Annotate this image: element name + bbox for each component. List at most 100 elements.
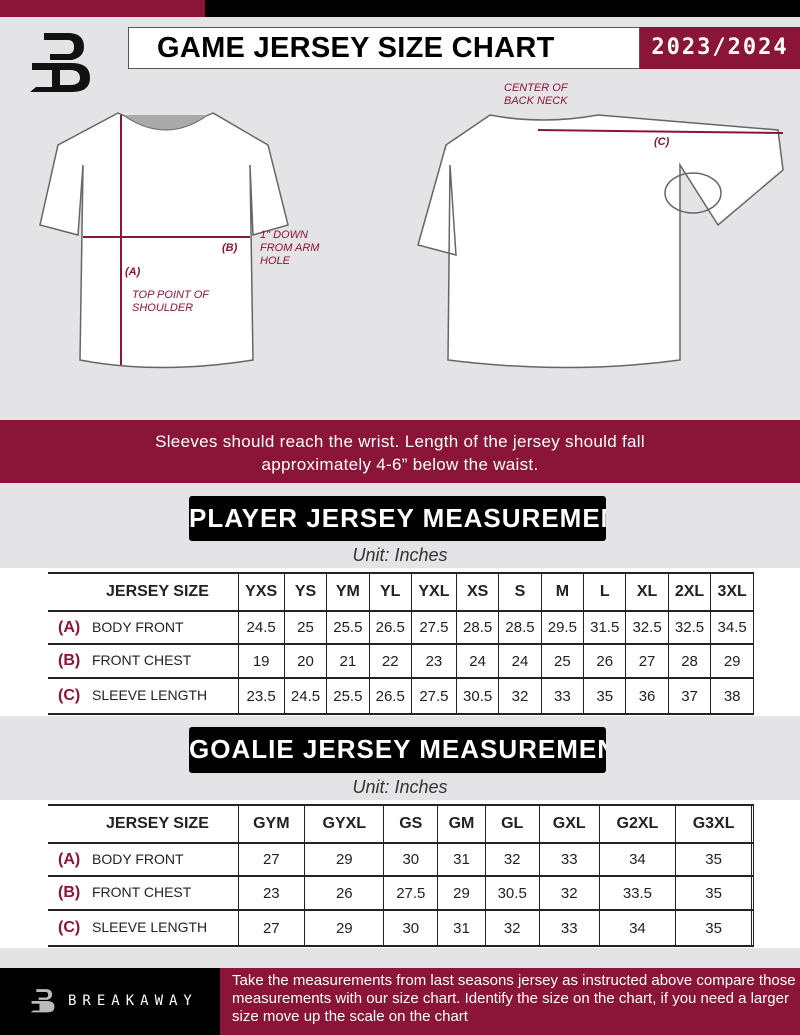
measurement-cell: 19	[237, 644, 285, 678]
table-row: (B) FRONT CHEST 23 26 27.5 29 30.5 32 33.5 35	[48, 876, 754, 910]
measurement-cell: 26	[583, 644, 627, 678]
row-code: (C)	[58, 919, 81, 936]
measurement-cell: 22	[368, 644, 412, 678]
measurement-cell: 31	[437, 843, 486, 876]
measurement-cell: 32.5	[667, 611, 712, 644]
measurement-cell	[751, 843, 754, 876]
measurement-cell: 32.5	[625, 611, 669, 644]
measurement-cell: 30	[383, 910, 439, 946]
player-section-title: PLAYER JERSEY MEASUREMENTS	[189, 496, 606, 541]
size-label: JERSEY SIZE	[48, 805, 239, 843]
goalie-table: JERSEY SIZE GYM GYXL GS GM GL GXL G2XL G3XL (A) B…	[48, 804, 754, 947]
size-header: GYXL	[304, 805, 385, 843]
measurement-cell: 31	[437, 910, 486, 946]
measurement-cell: 23.5	[237, 678, 285, 714]
measurement-cell: 20	[283, 644, 328, 678]
row-code: (A)	[58, 618, 81, 636]
measurement-cell: 24	[498, 644, 542, 678]
measurement-cell: 35	[583, 678, 627, 714]
row-code: (B)	[58, 652, 81, 669]
size-header: GYM	[237, 805, 306, 843]
row-label: (B) FRONT CHEST	[48, 644, 239, 678]
measurement-cell: 33	[538, 910, 600, 946]
breakaway-logo-small	[30, 989, 55, 1013]
footer-note: Take the measurements from last seasons …	[220, 968, 800, 1035]
jersey-diagram	[39, 112, 784, 369]
row-label: (A) BODY FRONT	[48, 843, 239, 876]
size-header: 3XL	[710, 573, 754, 611]
measurement-cell: 30	[383, 843, 439, 876]
size-header: GS	[383, 805, 439, 843]
measurement-cell: 21	[326, 644, 370, 678]
measurement-cell: 28.5	[498, 611, 542, 644]
breakaway-logo	[30, 33, 90, 92]
table-row: (A) BODY FRONT 24.5 25 25.5 26.5 27.5 28.5 28.5 2…	[48, 611, 754, 644]
size-header: GXL	[538, 805, 600, 843]
measurement-cell: 35	[675, 876, 753, 910]
footer-brand: BREAKAWAY	[0, 968, 220, 1035]
size-header: GM	[437, 805, 486, 843]
instruction-band: Sleeves should reach the wrist. Length o…	[0, 420, 800, 483]
brand-name: BREAKAWAY	[68, 993, 198, 1009]
measurement-cell: 26	[304, 876, 385, 910]
size-header: G2XL	[598, 805, 677, 843]
size-label: JERSEY SIZE	[48, 573, 239, 611]
row-name: FRONT CHEST	[92, 884, 192, 900]
measurement-cell: 30.5	[484, 876, 540, 910]
size-header: YL	[368, 573, 412, 611]
label-c: (C)	[654, 136, 670, 148]
measurement-cell: 34	[598, 843, 677, 876]
measurement-cell: 27	[237, 910, 306, 946]
measurement-cell: 31.5	[583, 611, 627, 644]
measurement-cell: 32	[538, 876, 600, 910]
measurement-cell: 26.5	[368, 611, 412, 644]
size-header: G3XL	[675, 805, 753, 843]
measurement-cell: 25.5	[326, 611, 370, 644]
player-unit: Unit: Inches	[352, 545, 448, 565]
measurement-cell: 33	[540, 678, 585, 714]
measurement-cell: 24.5	[237, 611, 285, 644]
goalie-unit: Unit: Inches	[352, 777, 448, 797]
size-header: M	[540, 573, 585, 611]
center-back-neck-label: CENTER OF BACK NECK	[504, 82, 568, 107]
arm-hole-label: 1" DOWN FROM ARM HOLE	[260, 229, 320, 267]
table-row: (C) SLEEVE LENGTH 27 29 30 31 32 33 34 35	[48, 910, 754, 946]
season-label: 2023/2024	[640, 27, 800, 69]
measurement-cell: 36	[625, 678, 669, 714]
measurement-cell: 33.5	[598, 876, 677, 910]
row-name: SLEEVE LENGTH	[92, 919, 208, 935]
measurement-cell: 32	[484, 910, 540, 946]
measurement-cell: 33	[538, 843, 600, 876]
row-code: (C)	[58, 687, 81, 704]
label-a: (A)	[125, 266, 141, 278]
size-header: YM	[326, 573, 370, 611]
measurement-cell: 35	[675, 843, 753, 876]
row-code: (A)	[58, 850, 81, 868]
size-header: YXL	[410, 573, 457, 611]
measurement-cell: 24	[455, 644, 500, 678]
label-b: (B)	[222, 242, 238, 254]
size-header: S	[498, 573, 542, 611]
measurement-cell: 38	[710, 678, 754, 714]
measurement-cell: 29	[304, 910, 385, 946]
measurement-cell: 34.5	[710, 611, 754, 644]
row-name: SLEEVE LENGTH	[92, 687, 208, 703]
row-name: BODY FRONT	[92, 618, 184, 635]
row-label: (C) SLEEVE LENGTH	[48, 678, 239, 714]
measurement-cell: 37	[667, 678, 712, 714]
player-table: JERSEY SIZE YXS YS YM YL YXL XS S M L XL 2XL 3XL (A)…	[48, 572, 754, 715]
size-header: GL	[484, 805, 540, 843]
instruction-text: Sleeves should reach the wrist. Length o…	[155, 432, 645, 474]
measurement-cell: 35	[675, 910, 753, 946]
measurement-cell: 27.5	[383, 876, 439, 910]
table-header-row: JERSEY SIZE YXS YS YM YL YXL XS S M L XL 2XL 3XL	[48, 573, 754, 611]
goalie-section-title: GOALIE JERSEY MEASUREMENTS	[189, 727, 606, 773]
measurement-cell: 28.5	[455, 611, 500, 644]
measurement-cell: 25.5	[326, 678, 370, 714]
row-label: (A) BODY FRONT	[48, 611, 239, 644]
measurement-cell: 27.5	[410, 678, 457, 714]
measurement-cell: 27	[237, 843, 306, 876]
page-title: GAME JERSEY SIZE CHART	[128, 27, 640, 69]
measurement-cell: 32	[498, 678, 542, 714]
top-accent-bar	[0, 0, 205, 17]
